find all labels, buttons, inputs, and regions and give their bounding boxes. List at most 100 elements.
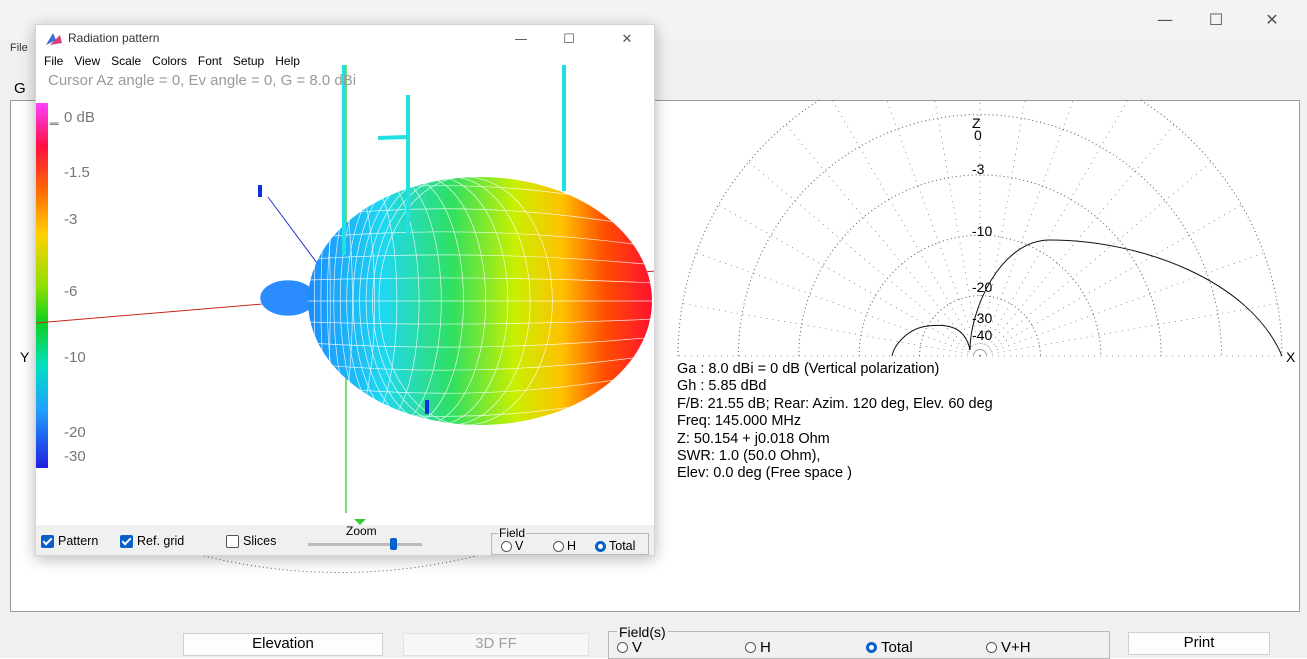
polar-spoke (718, 204, 981, 357)
main-tab-stub[interactable]: G (14, 80, 26, 97)
stat-ga: Ga : 8.0 dBi = 0 dB (Vertical polarizati… (677, 361, 940, 377)
partial-polar-grid-left (199, 554, 481, 573)
bottom-toolbar: Elevation 3D FF Field(s) V H Total V+H P… (0, 612, 1307, 659)
elevation-polar-plot: 0-3-10-20-30-40 X Z Y (20, 100, 1296, 573)
slices-checkbox[interactable]: Slices (226, 534, 276, 548)
checkbox-box (226, 534, 239, 548)
radio-label: H (567, 539, 577, 553)
y-axis-label: Y (20, 349, 30, 365)
dialog-field-radio-h[interactable]: H (553, 539, 576, 553)
menu-scale[interactable]: Scale (111, 54, 142, 68)
stat-impedance: Z: 50.154 + j0.018 Ohm (677, 430, 830, 447)
radio-dot (745, 642, 756, 653)
radio-label: Total (609, 539, 636, 553)
polar-spoke (979, 161, 1212, 357)
checkbox-label: Ref. grid (137, 534, 185, 548)
checkbox-box (41, 534, 54, 548)
main-lobe (308, 177, 652, 425)
menu-file[interactable]: File (44, 54, 64, 68)
radio-label: V+H (1001, 639, 1031, 656)
polar-spoke (979, 100, 1129, 357)
zoom-label: Zoom (346, 524, 377, 538)
antenna-elements (342, 65, 566, 255)
polar-spoke (682, 303, 981, 357)
radio-dot-selected (866, 642, 877, 653)
dialog-title: Radiation pattern (68, 31, 160, 45)
zoom-slider-thumb[interactable] (390, 538, 398, 550)
polar-ring-labels: 0 -3 -10 -20 -30-40 (972, 127, 992, 343)
polar-spoke (979, 204, 1242, 357)
checkbox-box (120, 534, 133, 548)
menu-colors[interactable]: Colors (152, 54, 187, 68)
scale-label-20: -20 (64, 424, 86, 441)
dialog-controls-bar: Pattern Ref. grid Slices Zoom Field V H … (36, 524, 654, 555)
polar-ring (737, 113, 1223, 357)
ref-grid-checkbox[interactable]: Ref. grid (120, 534, 184, 548)
scale-label-30: -30 (64, 448, 86, 465)
main-menu-file[interactable]: File (10, 42, 28, 54)
menu-setup[interactable]: Setup (232, 54, 265, 68)
z-axis-label: Z (972, 115, 981, 131)
main-close-button[interactable]: ✕ (1265, 10, 1279, 29)
polar-spoke (979, 124, 1175, 357)
dialog-titlebar[interactable]: Radiation pattern — ☐ ✕ (36, 25, 654, 53)
field-radio-vh[interactable]: V+H (986, 639, 1031, 656)
elevation-button[interactable]: Elevation (183, 633, 383, 656)
polar-ring-label: 0 (974, 127, 982, 143)
radio-dot (617, 642, 628, 653)
z-axis-marker (354, 519, 366, 525)
radio-dot (986, 642, 997, 653)
field-radio-h[interactable]: H (745, 639, 771, 656)
dialog-close-button[interactable]: ✕ (621, 32, 633, 47)
stat-elev: Elev: 0.0 deg (Free space ) (677, 465, 852, 482)
stat-fb: F/B: 21.55 dB; Rear: Azim. 120 deg, Elev… (677, 395, 993, 412)
field-label: Field (498, 526, 527, 540)
radio-label: H (760, 639, 771, 656)
scale-label-6: -6 (64, 283, 78, 300)
lobe-mesh-parallel (308, 318, 652, 325)
polar-spoke (886, 100, 981, 357)
scale-label-3: -3 (64, 211, 78, 228)
polar-ring-label: -3 (972, 161, 985, 177)
polar-ring-label: -40 (972, 327, 992, 343)
print-button[interactable]: Print (1128, 632, 1270, 655)
main-maximize-button[interactable]: ☐ (1208, 10, 1224, 29)
lobe-mesh-parallel (308, 277, 652, 284)
stat-freq: Freq: 145.000 MHz (677, 413, 802, 430)
3d-pattern-canvas[interactable] (36, 65, 654, 525)
dialog-minimize-button[interactable]: — (514, 32, 528, 47)
field-radio-total[interactable]: Total (866, 639, 913, 656)
menu-font[interactable]: Font (197, 54, 222, 68)
x-axis-label: X (1286, 349, 1296, 365)
elevation-pattern-curve (891, 239, 1283, 357)
fields-groupbox (608, 631, 1110, 659)
radio-dot-selected (595, 540, 606, 552)
dialog-maximize-button[interactable]: ☐ (563, 32, 575, 47)
menu-help[interactable]: Help (275, 54, 300, 68)
polar-spoke (979, 303, 1278, 357)
color-scale-bar (36, 103, 48, 468)
polar-spoke (979, 252, 1264, 357)
scale-label-1-5: -1.5 (64, 164, 90, 181)
3d-ff-button[interactable]: 3D FF (403, 633, 589, 656)
field-groupbox (491, 533, 649, 555)
polar-ring-label: -10 (972, 223, 992, 239)
polar-spoke (831, 100, 981, 357)
radio-label: V (632, 639, 643, 656)
pattern-checkbox[interactable]: Pattern (41, 534, 98, 548)
radio-dot (501, 540, 512, 552)
polar-ring-label: -30 (972, 310, 992, 326)
lobe-mesh-parallel (308, 335, 652, 348)
polar-ring (677, 100, 1283, 357)
zoom-slider-track[interactable] (308, 543, 422, 546)
radio-label: Total (881, 639, 913, 656)
scale-label-10: -10 (64, 349, 86, 366)
back-lobe (259, 279, 317, 317)
field-radio-v[interactable]: V (617, 639, 642, 656)
dialog-field-radio-v[interactable]: V (501, 539, 523, 553)
dialog-field-radio-total[interactable]: Total (595, 539, 635, 553)
main-minimize-button[interactable]: — (1157, 10, 1173, 29)
polar-grid (677, 100, 1283, 357)
polar-spoke (979, 100, 1074, 357)
menu-view[interactable]: View (74, 54, 101, 68)
